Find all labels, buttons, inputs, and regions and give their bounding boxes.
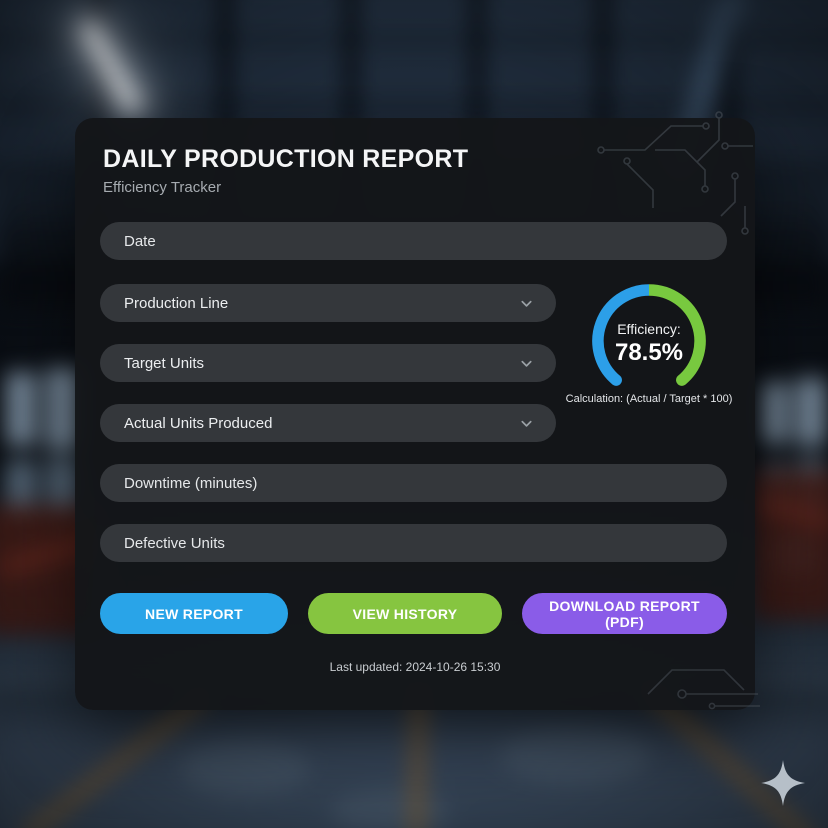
new-report-button[interactable]: NEW REPORT <box>100 593 288 634</box>
calculation-note: Calculation: (Actual / Target * 100) <box>565 393 733 405</box>
window <box>46 368 80 450</box>
daily-production-report-card: DAILY PRODUCTION REPORT Efficiency Track… <box>75 118 755 710</box>
page-title: DAILY PRODUCTION REPORT <box>103 145 469 173</box>
page-subtitle: Efficiency Tracker <box>103 179 222 196</box>
downtime-input[interactable] <box>100 464 727 502</box>
defective-units-input[interactable] <box>100 524 727 562</box>
target-units-select[interactable]: Target Units <box>100 344 556 382</box>
card-header: DAILY PRODUCTION REPORT Efficiency Track… <box>103 144 468 196</box>
production-line-select[interactable]: Production Line <box>100 284 556 322</box>
actual-units-produced-label: Actual Units Produced <box>124 414 273 432</box>
window <box>762 382 788 444</box>
window <box>796 378 826 446</box>
efficiency-value: 78.5% <box>614 339 684 366</box>
chevron-down-icon <box>519 416 534 431</box>
date-input[interactable] <box>100 222 727 260</box>
floor-line <box>408 689 427 828</box>
efficiency-gauge: Efficiency: 78.5% Calculation: (Actual /… <box>519 279 779 409</box>
action-button-row: NEW REPORT VIEW HISTORY DOWNLOAD REPORT … <box>100 593 727 634</box>
view-history-button[interactable]: VIEW HISTORY <box>308 593 502 634</box>
download-report-pdf-button[interactable]: DOWNLOAD REPORT (PDF) <box>522 593 727 634</box>
efficiency-label: Efficiency: <box>617 321 681 337</box>
window <box>6 372 36 446</box>
chevron-down-icon <box>519 356 534 371</box>
actual-units-produced-select[interactable]: Actual Units Produced <box>100 404 556 442</box>
last-updated-text: Last updated: 2024-10-26 15:30 <box>329 660 501 674</box>
machine <box>752 470 828 620</box>
target-units-label: Target Units <box>124 354 205 372</box>
gauge-arc <box>592 284 706 386</box>
chevron-down-icon <box>519 296 534 311</box>
production-line-label: Production Line <box>124 294 229 312</box>
sparkle-icon <box>761 760 805 806</box>
